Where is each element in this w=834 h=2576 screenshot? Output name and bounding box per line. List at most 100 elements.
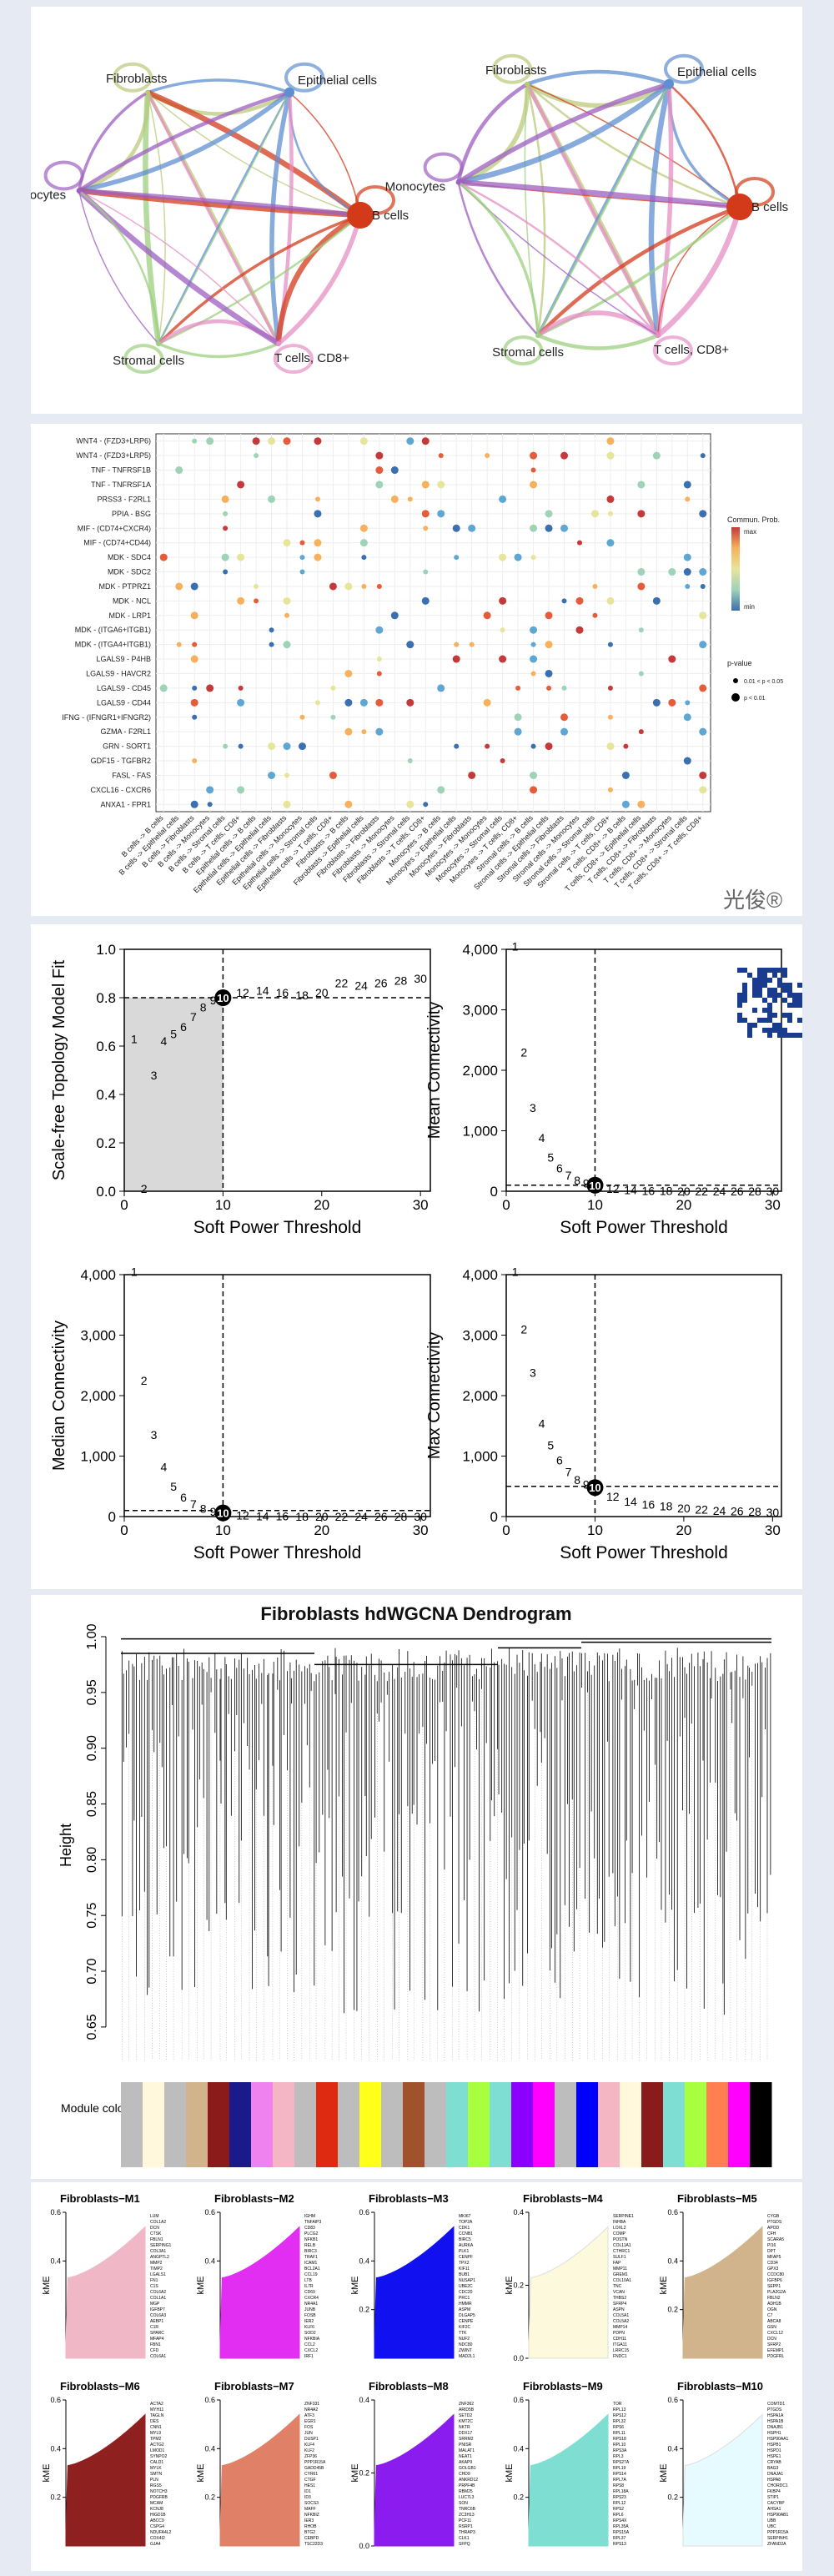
qr-cell xyxy=(772,1023,777,1028)
qr-cell xyxy=(777,1023,782,1028)
module-title: Fibroblasts−M4 xyxy=(523,2192,603,2205)
bubble-point xyxy=(159,553,168,561)
gene-label: PNISR xyxy=(459,2443,472,2448)
qr-cell xyxy=(787,1013,792,1018)
qr-cell xyxy=(787,983,792,988)
gene-label: KCNJ8 xyxy=(150,2507,163,2512)
bubble-point xyxy=(545,510,553,518)
bubble-point xyxy=(283,641,291,649)
gene-label: AKAP9 xyxy=(459,2460,472,2465)
bubble-point xyxy=(560,451,569,460)
gene-label: LTB xyxy=(304,2278,312,2283)
bubble-point xyxy=(390,466,399,475)
y-tick-label: 0.2 xyxy=(359,2306,369,2314)
x-tick-label: 10 xyxy=(587,1522,603,1538)
qr-cell xyxy=(787,1018,792,1023)
gene-label: ZNF362 xyxy=(459,2402,474,2407)
x-tick-label: 30 xyxy=(765,1522,781,1538)
gene-label: PDGFRB xyxy=(150,2495,168,2500)
gene-label: IGFBP7 xyxy=(150,2307,165,2312)
power-label: 2 xyxy=(520,1322,527,1336)
bubble-point xyxy=(545,524,553,532)
gene-label: POSTN xyxy=(613,2237,628,2242)
edge-T cells, CD8+-Monocytes xyxy=(458,181,659,336)
bubble-point xyxy=(438,453,444,459)
bubble-point xyxy=(344,582,353,591)
qr-cell xyxy=(742,988,747,993)
bubble-point xyxy=(637,568,646,576)
power-label: 7 xyxy=(565,1169,572,1182)
y-tick-label: 0.4 xyxy=(513,2208,524,2216)
gene-label: RPS13 xyxy=(613,2542,626,2547)
qr-cell xyxy=(757,988,762,993)
legend-size-title: p-value xyxy=(727,659,752,667)
qr-cell xyxy=(737,968,742,973)
edge-B cells-Monocytes xyxy=(458,179,741,210)
self-loop-Fibroblasts xyxy=(492,53,532,84)
qr-cell xyxy=(797,998,802,1003)
node-label: B cells xyxy=(372,209,409,223)
gene-label: HMMR xyxy=(459,2302,472,2307)
y-tick-label: GDF15 - TGFBR2 xyxy=(91,757,151,765)
y-tick-label: 0.8 xyxy=(96,990,116,1006)
edge-Epithelial cells-Stromal cells xyxy=(158,92,291,345)
edge-T cells, CD8+-Monocytes xyxy=(458,181,659,336)
bubble-point xyxy=(175,466,183,475)
gene-label: ARID5B xyxy=(459,2407,475,2412)
node-label: Epithelial cells xyxy=(298,73,377,88)
bubble-point xyxy=(176,641,182,647)
node-B cells xyxy=(726,194,753,220)
qr-cell xyxy=(782,973,787,978)
power-label: 28 xyxy=(394,1510,408,1523)
bubble-point xyxy=(299,569,305,575)
bubble-point xyxy=(252,437,260,445)
bubble-point xyxy=(607,685,613,691)
edge-T cells, CD8+-Monocytes xyxy=(78,189,279,345)
shaded-region xyxy=(124,998,224,1191)
y-tick-label: 0.4 xyxy=(50,2257,61,2265)
power-label: 20 xyxy=(677,1185,691,1198)
x-tick-label: 30 xyxy=(413,1522,429,1538)
qr-cell xyxy=(757,968,762,973)
gene-label: AEBP1 xyxy=(150,2319,163,2324)
power-label: 30 xyxy=(766,1506,780,1519)
bubble-point xyxy=(683,480,691,489)
qr-cell xyxy=(742,1018,747,1023)
y-tick-label: 0.0 xyxy=(513,2354,524,2362)
qr-cell xyxy=(777,978,782,983)
y-tick-label: LGALS9 - HAVCR2 xyxy=(86,669,151,677)
bubble-point xyxy=(238,743,244,749)
qr-cell xyxy=(797,1018,802,1023)
power-label: 8 xyxy=(200,1001,207,1014)
qr-cell xyxy=(787,1033,792,1038)
gene-label: GOLGB1 xyxy=(459,2466,476,2471)
gene-label: MFAP4 xyxy=(150,2337,164,2342)
gene-label: RPS4X xyxy=(613,2518,627,2523)
gene-label: HSPB1 xyxy=(767,2443,781,2448)
bubble-point xyxy=(530,524,538,532)
edge-T cells, CD8+-Stromal cells xyxy=(537,334,659,350)
bubble-point xyxy=(299,540,305,546)
bubble-point xyxy=(361,583,367,589)
qr-cell xyxy=(777,1028,782,1033)
y-tick-label: MIF - (CD74+CXCR4) xyxy=(78,524,151,532)
power-label: 8 xyxy=(200,1502,207,1516)
gene-label: RPS8 xyxy=(613,2483,624,2488)
gene-label: FKBP4 xyxy=(767,2489,781,2494)
module-color-block xyxy=(555,2082,577,2167)
gene-label: RPL6 xyxy=(613,2513,624,2518)
gene-label: CXCR4 xyxy=(304,2296,319,2301)
gene-label: RBM25 xyxy=(459,2489,473,2494)
edge-Stromal cells-Monocytes xyxy=(457,181,540,336)
bubble-point xyxy=(683,757,691,765)
qr-cell xyxy=(787,988,792,993)
power-label: 5 xyxy=(547,1150,554,1164)
module-title: Fibroblasts−M2 xyxy=(214,2192,294,2205)
x-tick-label: 0 xyxy=(502,1197,510,1213)
qr-cell xyxy=(792,1003,797,1008)
gene-label: BCL2A1 xyxy=(304,2267,320,2272)
gene-label: KIF2C xyxy=(459,2325,471,2330)
gene-label: RPL11 xyxy=(613,2431,626,2436)
bubble-point xyxy=(468,771,476,779)
bubble-point xyxy=(452,655,460,663)
